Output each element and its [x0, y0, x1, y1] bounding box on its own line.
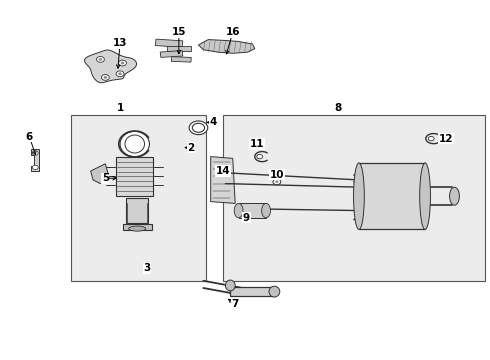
- Ellipse shape: [193, 123, 205, 132]
- Polygon shape: [31, 149, 39, 171]
- Polygon shape: [211, 157, 235, 203]
- Circle shape: [104, 76, 107, 78]
- Polygon shape: [85, 50, 137, 83]
- Ellipse shape: [262, 203, 270, 218]
- Text: 7: 7: [231, 299, 239, 309]
- Text: 4: 4: [209, 117, 217, 127]
- Ellipse shape: [269, 286, 280, 297]
- Circle shape: [32, 165, 38, 170]
- Circle shape: [257, 154, 263, 159]
- Text: 5: 5: [102, 173, 109, 183]
- Circle shape: [119, 60, 126, 66]
- Ellipse shape: [125, 135, 145, 153]
- Circle shape: [273, 179, 281, 185]
- Bar: [172, 57, 191, 62]
- Text: 12: 12: [439, 134, 453, 144]
- Ellipse shape: [419, 163, 430, 230]
- Text: 13: 13: [113, 38, 127, 48]
- Circle shape: [121, 62, 124, 64]
- Circle shape: [101, 75, 109, 80]
- Polygon shape: [91, 164, 108, 184]
- Ellipse shape: [189, 121, 208, 135]
- Circle shape: [119, 73, 122, 75]
- Bar: [239, 203, 266, 218]
- Bar: [223, 115, 485, 281]
- Bar: [230, 287, 274, 296]
- Text: 6: 6: [26, 132, 33, 142]
- Circle shape: [32, 151, 38, 155]
- Ellipse shape: [120, 131, 149, 157]
- Text: 2: 2: [188, 143, 195, 153]
- Text: 15: 15: [172, 27, 186, 37]
- Text: 11: 11: [250, 139, 265, 149]
- Ellipse shape: [354, 163, 365, 230]
- Text: 1: 1: [117, 103, 123, 113]
- Bar: [122, 224, 152, 230]
- Text: 16: 16: [225, 27, 240, 37]
- Ellipse shape: [128, 226, 146, 231]
- Ellipse shape: [234, 203, 243, 218]
- Text: 3: 3: [144, 263, 150, 273]
- Circle shape: [97, 57, 104, 62]
- Circle shape: [99, 58, 102, 60]
- Ellipse shape: [225, 280, 235, 291]
- Text: 14: 14: [216, 166, 230, 176]
- Circle shape: [116, 71, 124, 77]
- Text: 9: 9: [243, 213, 250, 223]
- Bar: [160, 51, 183, 57]
- Polygon shape: [198, 40, 255, 53]
- Bar: [155, 39, 183, 47]
- Text: 8: 8: [335, 103, 342, 113]
- Bar: [167, 46, 191, 51]
- Bar: [126, 198, 148, 223]
- Circle shape: [428, 136, 434, 141]
- Bar: [71, 115, 206, 281]
- Ellipse shape: [450, 187, 459, 205]
- Text: 10: 10: [270, 170, 284, 180]
- Bar: [117, 157, 153, 196]
- Circle shape: [275, 181, 278, 183]
- Bar: [359, 163, 425, 230]
